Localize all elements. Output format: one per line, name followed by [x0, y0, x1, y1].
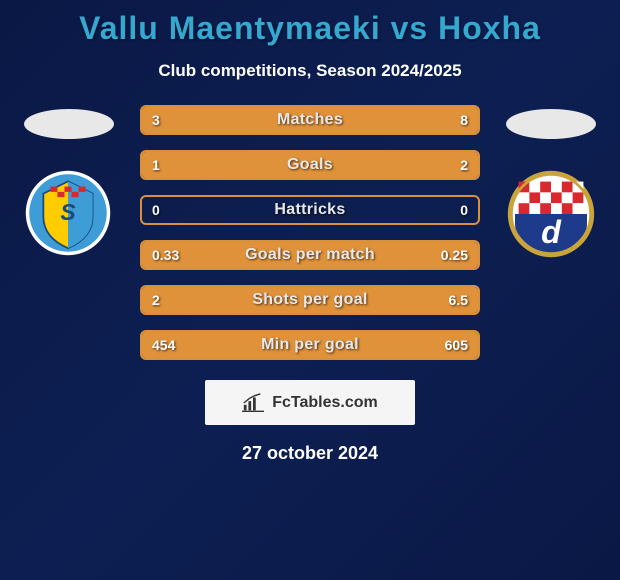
- branding-text: FcTables.com: [272, 394, 378, 412]
- dinamo-badge-icon: d: [506, 169, 596, 259]
- stat-label: Shots per goal: [142, 291, 478, 309]
- stat-label: Goals: [142, 156, 478, 174]
- stat-label: Matches: [142, 111, 478, 129]
- stat-value-right: 8: [460, 112, 468, 128]
- left-side: S HNK ŠIBENIK: [14, 105, 124, 259]
- comparison-content: S HNK ŠIBENIK 3Matches8 1Goals2 0Hattricks…: [0, 105, 620, 360]
- stat-label: Min per goal: [142, 336, 478, 354]
- right-side: d: [496, 105, 606, 259]
- branding-box[interactable]: FcTables.com: [205, 380, 415, 425]
- stat-row: 0Hattricks0: [140, 195, 480, 225]
- stat-row: 1Goals2: [140, 150, 480, 180]
- stat-bars: 3Matches8 1Goals2 0Hattricks0 0.33Goals per…: [140, 105, 480, 360]
- stat-row: 454Min per goal605: [140, 330, 480, 360]
- left-team-badge: S HNK ŠIBENIK: [24, 169, 114, 259]
- stat-row: 0.33Goals per match0.25: [140, 240, 480, 270]
- right-ellipse: [506, 109, 596, 139]
- svg-text:S: S: [60, 199, 76, 225]
- svg-text:HNK ŠIBENIK: HNK ŠIBENIK: [24, 169, 71, 171]
- stat-value-right: 605: [445, 337, 468, 353]
- stat-row: 3Matches8: [140, 105, 480, 135]
- stat-value-right: 0.25: [441, 247, 468, 263]
- page-title: Vallu Maentymaeki vs Hoxha: [0, 0, 620, 47]
- svg-text:d: d: [541, 214, 562, 250]
- subtitle: Club competitions, Season 2024/2025: [0, 61, 620, 81]
- stat-value-right: 0: [460, 202, 468, 218]
- stat-row: 2Shots per goal6.5: [140, 285, 480, 315]
- sibenik-shield-icon: S HNK ŠIBENIK: [24, 169, 112, 257]
- stat-value-right: 6.5: [449, 292, 468, 308]
- left-ellipse: [24, 109, 114, 139]
- stat-label: Goals per match: [142, 246, 478, 264]
- chart-icon: [242, 393, 264, 413]
- stat-label: Hattricks: [142, 201, 478, 219]
- right-team-badge: d: [506, 169, 596, 259]
- stat-value-right: 2: [460, 157, 468, 173]
- date-text: 27 october 2024: [0, 443, 620, 464]
